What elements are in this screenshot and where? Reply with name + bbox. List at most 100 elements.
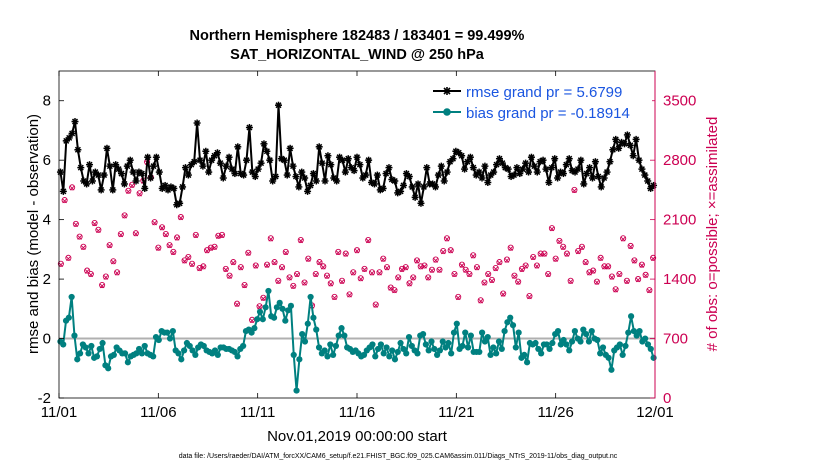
rmse-point — [437, 162, 445, 170]
obs-assimilated-point — [650, 256, 656, 262]
obs-possible-point — [192, 231, 199, 238]
obs-possible-point — [327, 280, 334, 287]
obs-assimilated-point — [302, 281, 307, 286]
bias-point — [557, 341, 564, 348]
obs-possible-point — [84, 267, 91, 274]
bias-point — [425, 347, 432, 354]
legend-rmse-label: rmse grand pr = 5.6799 — [466, 84, 622, 101]
rmse-point — [461, 165, 469, 173]
obs-assimilated-point — [440, 249, 446, 255]
rmse-point — [138, 170, 146, 178]
bias-point — [448, 350, 455, 357]
obs-possible-point — [650, 254, 657, 261]
bias-point — [138, 350, 146, 357]
rmse-point — [411, 193, 419, 201]
rmse-point — [554, 174, 562, 182]
obs-possible-point — [440, 248, 447, 255]
obs-possible-point — [623, 277, 630, 284]
rmse-point — [495, 155, 503, 163]
bias-point — [507, 314, 514, 321]
rmse-point — [181, 164, 189, 172]
bias-point — [99, 339, 106, 347]
bias-point — [192, 351, 199, 358]
bias-point — [599, 344, 607, 351]
rmse-point — [522, 159, 530, 167]
bias-point — [563, 341, 570, 348]
footer-data-file: data file: /Users/raeder/DAI/ATM_forcXX/… — [179, 453, 618, 460]
bias-point — [133, 350, 140, 357]
obs-possible-point — [91, 219, 98, 227]
obs-assimilated-point — [463, 268, 469, 273]
axes: 11/01 11/06 11/11 11/16 11/21 11/26 12/01 -2 0 2 4… — [38, 71, 696, 421]
y-tick-label: 0 — [43, 331, 51, 348]
bias-point — [535, 345, 542, 353]
obs-assimilated-point — [519, 267, 525, 273]
obs-assimilated-point — [508, 246, 514, 251]
bias-point — [307, 293, 314, 301]
obs-assimilated-point — [126, 189, 131, 194]
rmse-point — [385, 164, 393, 172]
bias-point — [647, 345, 654, 353]
obs-assimilated-point — [189, 262, 195, 267]
rmse-point — [115, 165, 123, 173]
bias-point — [88, 342, 95, 350]
bias-point — [546, 345, 553, 353]
obs-assimilated-point — [482, 281, 487, 286]
obs-possible-point — [245, 249, 252, 256]
bias-point — [324, 353, 331, 360]
obs-assimilated-point — [538, 252, 543, 257]
bias-point — [211, 347, 219, 354]
obs-assimilated-point — [234, 302, 240, 307]
obs-assimilated-point — [512, 274, 517, 279]
obs-assimilated-point — [557, 239, 562, 245]
rmse-point — [149, 162, 157, 170]
obs-assimilated-point — [433, 258, 439, 263]
bias-point — [68, 293, 75, 301]
rmse-point — [594, 173, 602, 181]
obs-possible-point — [503, 256, 510, 263]
obs-assimilated-point — [92, 221, 97, 227]
bias-point — [616, 341, 623, 348]
obs-possible-point — [65, 254, 72, 261]
bias-point — [186, 342, 193, 350]
rmse-point — [597, 183, 605, 191]
bias-point — [588, 328, 595, 335]
obs-possible-point — [593, 278, 600, 285]
obs-assimilated-point — [287, 275, 292, 281]
obs-possible-point — [353, 247, 361, 254]
obs-possible-point — [335, 248, 342, 255]
obs-assimilated-point — [444, 236, 450, 242]
obs-assimilated-point — [118, 232, 124, 238]
bias-point — [495, 338, 503, 345]
bias-point — [467, 332, 474, 339]
bias-point — [299, 330, 306, 338]
bias-point — [628, 313, 635, 320]
bias-point — [136, 345, 143, 353]
bias-point — [327, 341, 334, 348]
bias-point — [380, 350, 387, 357]
obs-possible-point — [507, 244, 514, 251]
rmse-point — [525, 168, 533, 176]
bias-point — [254, 316, 261, 323]
obs-possible-point — [275, 277, 282, 284]
bias-point — [630, 328, 638, 335]
obs-possible-point — [297, 236, 304, 244]
bias-point — [374, 345, 382, 353]
bias-point — [549, 339, 556, 347]
rmse-point — [234, 143, 242, 151]
bias-point — [501, 328, 508, 335]
bias-point — [383, 344, 390, 351]
obs-possible-point — [395, 274, 402, 281]
rmse-point — [530, 162, 538, 170]
obs-possible-point — [436, 266, 443, 273]
bias-point — [304, 320, 311, 327]
rmse-point — [176, 199, 184, 207]
obs-possible-point — [451, 270, 458, 278]
obs-assimilated-point — [268, 236, 274, 242]
obs-assimilated-point — [418, 264, 424, 270]
y2-tick-label: 1400 — [663, 271, 696, 288]
obs-possible-point — [511, 272, 518, 279]
bias-point — [543, 341, 550, 348]
obs-assimilated-point — [437, 268, 442, 273]
obs-assimilated-point — [88, 272, 94, 278]
